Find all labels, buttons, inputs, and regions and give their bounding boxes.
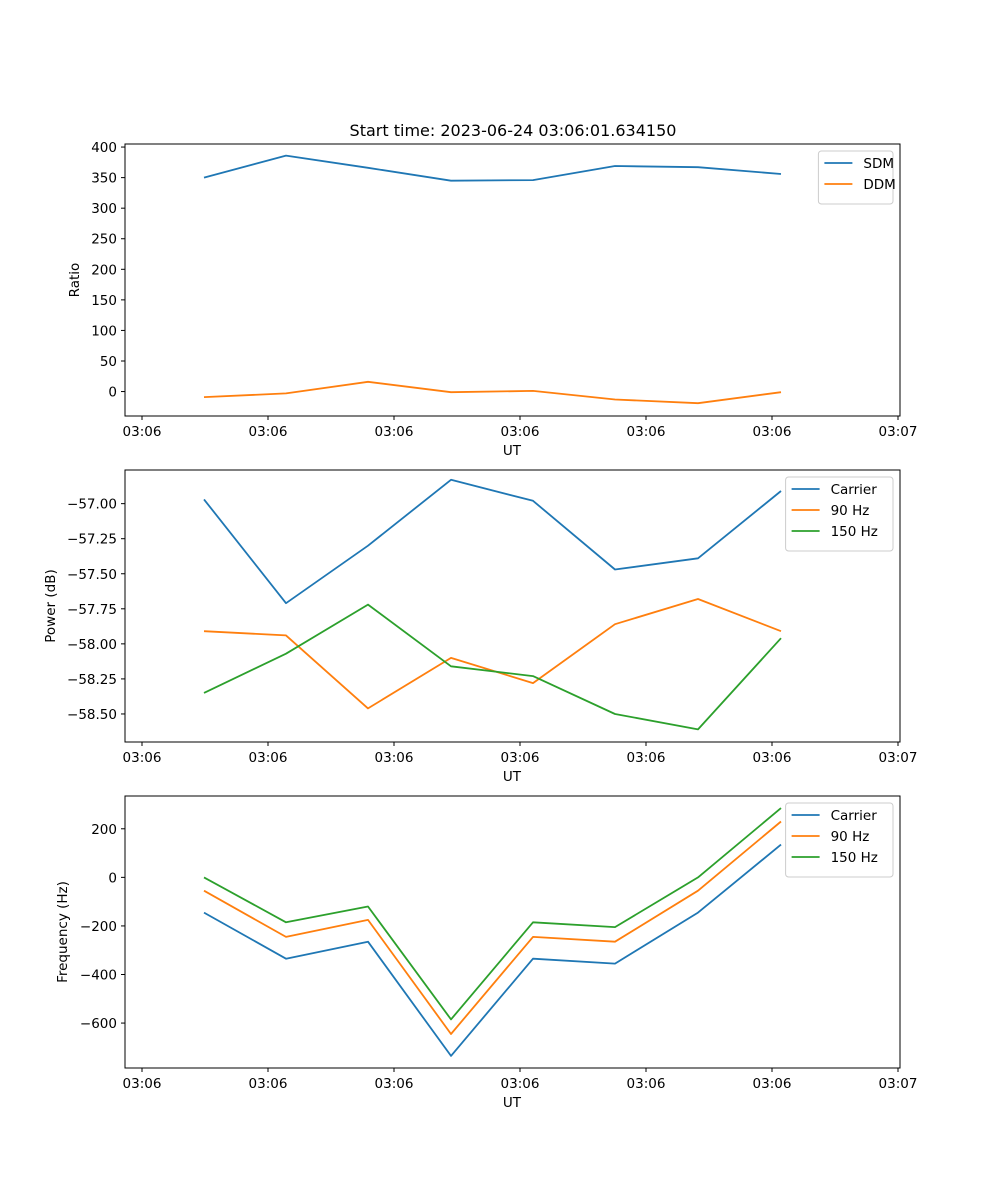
y-tick-label: 0 bbox=[108, 385, 117, 401]
x-tick-label: 03:06 bbox=[123, 750, 162, 766]
x-tick-label: 03:06 bbox=[501, 750, 540, 766]
panels: 03:06 03:06 03:06 03:06 03:06 03:06 03:07 0 50 10… bbox=[43, 140, 917, 1111]
series-line-carrier bbox=[203, 843, 782, 1057]
x-tick-label: 03:06 bbox=[627, 750, 666, 766]
x-tick-label: 03:06 bbox=[123, 1076, 162, 1092]
x-tick-label: 03:06 bbox=[375, 1076, 414, 1092]
y-tick-label: −400 bbox=[80, 968, 117, 984]
y-tick-label: 150 bbox=[91, 293, 117, 309]
legend-entry: 90 Hz bbox=[831, 829, 870, 845]
legend: Carrier 90 Hz 150 Hz bbox=[785, 476, 894, 552]
y-tick-label: 250 bbox=[91, 232, 117, 248]
plot-frame bbox=[124, 795, 901, 1069]
legend-entry: Carrier bbox=[831, 808, 878, 824]
legend-entry: 150 Hz bbox=[831, 850, 878, 866]
y-tick-label: 100 bbox=[91, 323, 117, 339]
x-tick-label: 03:06 bbox=[753, 1076, 792, 1092]
plot-frame bbox=[124, 469, 901, 743]
legend: Carrier 90 Hz 150 Hz bbox=[785, 802, 894, 878]
y-tick-label: −57.25 bbox=[67, 532, 117, 548]
x-tick-label: 03:06 bbox=[627, 424, 666, 440]
x-axis-label: UT bbox=[503, 1095, 522, 1111]
x-tick-label: 03:06 bbox=[249, 424, 288, 440]
x-tick-label: 03:06 bbox=[627, 1076, 666, 1092]
y-axis-label: Power (dB) bbox=[43, 569, 59, 642]
legend: SDM DDM bbox=[817, 150, 896, 205]
y-tick-label: 300 bbox=[91, 201, 117, 217]
x-tick-label: 03:06 bbox=[753, 750, 792, 766]
y-tick-label: −600 bbox=[80, 1016, 117, 1032]
x-axis-label: UT bbox=[503, 443, 522, 459]
series-line-150-hz bbox=[203, 603, 782, 731]
x-tick-label: 03:07 bbox=[879, 750, 918, 766]
x-tick-label: 03:06 bbox=[249, 1076, 288, 1092]
legend-entry: SDM bbox=[863, 156, 894, 172]
y-tick-label: −57.75 bbox=[67, 602, 117, 618]
x-tick-label: 03:06 bbox=[501, 1076, 540, 1092]
series-line-ddm bbox=[203, 380, 782, 405]
legend-box bbox=[817, 150, 894, 205]
x-tick-label: 03:06 bbox=[375, 750, 414, 766]
x-tick-label: 03:06 bbox=[249, 750, 288, 766]
series-line-90-hz bbox=[203, 820, 782, 1035]
y-tick-label: 400 bbox=[91, 140, 117, 156]
legend-entry: 90 Hz bbox=[831, 503, 870, 519]
x-axis-label: UT bbox=[503, 769, 522, 785]
y-tick-label: 0 bbox=[108, 870, 117, 886]
chart-panel-1: 03:06 03:06 03:06 03:06 03:06 03:06 03:07 0 50 10… bbox=[67, 140, 917, 459]
y-tick-label: −58.50 bbox=[67, 707, 117, 723]
y-tick-label: −58.25 bbox=[67, 672, 117, 688]
y-axis-label: Frequency (Hz) bbox=[55, 881, 71, 983]
x-tick-label: 03:06 bbox=[123, 424, 162, 440]
plot-frame bbox=[124, 143, 901, 417]
legend-box bbox=[785, 802, 894, 878]
y-tick-label: 200 bbox=[91, 822, 117, 838]
y-axis-label: Ratio bbox=[67, 263, 83, 298]
y-tick-label: −57.50 bbox=[67, 567, 117, 583]
series-line-carrier bbox=[203, 478, 782, 605]
x-tick-label: 03:06 bbox=[753, 424, 792, 440]
chart-panel-3: 03:06 03:06 03:06 03:06 03:06 03:06 03:07 −600 −… bbox=[55, 795, 918, 1111]
x-tick-label: 03:06 bbox=[501, 424, 540, 440]
series-line-150-hz bbox=[203, 807, 782, 1021]
legend-entry: Carrier bbox=[831, 482, 878, 498]
y-tick-label: −58.00 bbox=[67, 637, 117, 653]
y-tick-label: −57.00 bbox=[67, 497, 117, 513]
legend-entry: 150 Hz bbox=[831, 524, 878, 540]
y-tick-label: −200 bbox=[80, 919, 117, 935]
y-tick-label: 350 bbox=[91, 171, 117, 187]
series-line-sdm bbox=[203, 154, 782, 182]
y-tick-label: 50 bbox=[100, 354, 117, 370]
x-tick-label: 03:07 bbox=[879, 424, 918, 440]
legend-box bbox=[785, 476, 894, 552]
x-tick-label: 03:07 bbox=[879, 1076, 918, 1092]
legend-entry: DDM bbox=[863, 177, 895, 193]
y-tick-label: 200 bbox=[91, 262, 117, 278]
chart-panel-2: 03:06 03:06 03:06 03:06 03:06 03:06 03:07 −58.5… bbox=[43, 469, 918, 785]
x-tick-label: 03:06 bbox=[375, 424, 414, 440]
figure-title: Start time: 2023-06-24 03:06:01.634150 bbox=[350, 121, 677, 140]
